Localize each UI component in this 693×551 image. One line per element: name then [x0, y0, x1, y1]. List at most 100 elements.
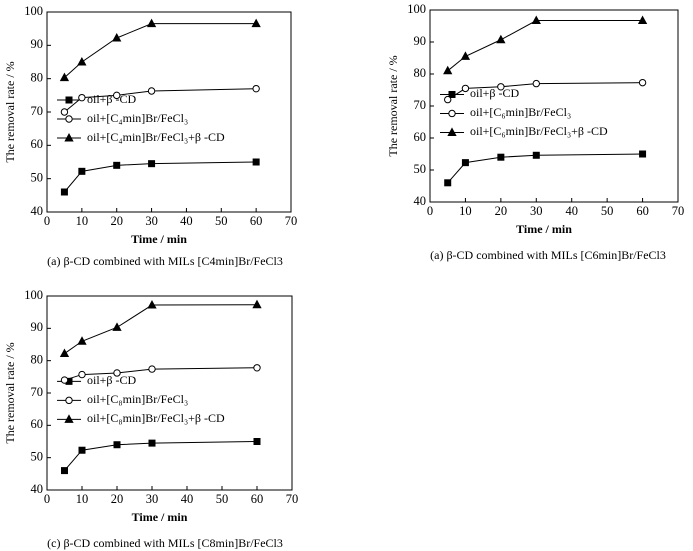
x-tick-label: 40	[565, 204, 578, 218]
legend-label: oil+β -CD	[470, 86, 520, 100]
marker-circle	[497, 83, 505, 91]
marker-square	[78, 446, 86, 454]
y-tick-label: 60	[31, 417, 44, 431]
marker-square	[461, 159, 469, 167]
x-tick-label: 10	[459, 204, 472, 218]
marker-triangle	[460, 51, 471, 60]
y-tick-label: 50	[414, 162, 427, 176]
x-tick-label: 50	[215, 214, 228, 228]
legend-label: oil+[C₈min]Br/FeCl₃	[87, 392, 188, 406]
x-axis-title: Time / min	[516, 222, 572, 236]
marker-circle	[78, 93, 86, 102]
y-tick-label: 70	[414, 98, 427, 112]
marker-circle	[252, 84, 260, 93]
y-axis-title: The removal rate / %	[386, 55, 400, 156]
legend-marker	[65, 115, 73, 123]
legend-label: oil+[C₄min]Br/FeCl₃	[87, 111, 188, 125]
marker-circle	[444, 95, 452, 104]
marker-triangle	[637, 15, 648, 25]
marker-triangle	[112, 32, 122, 42]
marker-triangle	[251, 18, 261, 28]
legend-marker	[65, 396, 73, 405]
x-tick-label: 0	[44, 492, 50, 506]
marker-triangle	[443, 65, 453, 75]
legend-label: oil+[C₆min]Br/FeCl₃	[470, 105, 571, 119]
x-tick-label: 30	[530, 204, 543, 218]
legend-marker	[64, 414, 74, 423]
x-tick-label: 40	[180, 214, 193, 228]
legend-marker	[65, 96, 73, 104]
marker-circle	[60, 108, 69, 116]
x-tick-label: 70	[286, 492, 299, 506]
legend-label: oil+[C₆min]Br/FeCl₃+β -CD	[470, 124, 608, 138]
marker-triangle	[77, 336, 87, 345]
y-tick-label: 80	[31, 353, 44, 367]
series-line	[64, 23, 257, 79]
y-tick-label: 60	[414, 130, 427, 144]
y-tick-label: 70	[31, 104, 44, 118]
x-tick-label: 20	[495, 204, 508, 218]
x-tick-label: 30	[146, 492, 159, 506]
marker-circle	[113, 91, 121, 100]
x-tick-label: 20	[110, 214, 123, 228]
marker-circle	[532, 79, 540, 88]
y-tick-label: 80	[414, 66, 427, 80]
legend-marker	[64, 132, 74, 142]
x-tick-label: 20	[111, 492, 124, 506]
y-tick-label: 40	[414, 194, 427, 208]
y-tick-label: 100	[24, 288, 43, 302]
marker-square	[78, 167, 86, 175]
y-tick-label: 40	[31, 204, 44, 218]
caption: (c) β-CD combined with MILs [C8min]Br/Fe…	[47, 536, 283, 550]
x-tick-label: 10	[76, 492, 89, 506]
y-tick-label: 70	[31, 385, 44, 399]
legend-marker	[448, 109, 456, 118]
y-axis-title: The removal rate / %	[3, 61, 17, 162]
legend-label: oil+[C₄min]Br/FeCl₃+β -CD	[87, 130, 225, 144]
x-axis-title: Time / min	[131, 232, 187, 246]
series-line	[64, 161, 257, 193]
marker-triangle	[496, 34, 506, 44]
x-tick-label: 30	[145, 214, 158, 228]
caption: (a) β-CD combined with MILs [C4min]Br/Fe…	[47, 254, 283, 268]
x-tick-label: 70	[285, 214, 298, 228]
x-tick-label: 60	[251, 492, 264, 506]
legend-label: oil+[C₈min]Br/FeCl₃+β -CD	[87, 411, 225, 425]
y-tick-label: 100	[407, 2, 426, 16]
marker-square	[252, 158, 260, 166]
x-tick-label: 60	[250, 214, 263, 228]
legend-label: oil+β -CD	[87, 92, 137, 106]
marker-square	[60, 188, 68, 196]
marker-square	[444, 179, 452, 187]
y-tick-label: 50	[31, 450, 44, 464]
marker-square	[497, 153, 505, 161]
marker-circle	[113, 369, 121, 377]
marker-circle	[147, 87, 156, 95]
series-line	[64, 441, 258, 471]
marker-triangle	[77, 56, 87, 66]
y-axis-title: The removal rate / %	[3, 342, 17, 443]
marker-circle	[461, 84, 470, 93]
marker-triangle	[252, 299, 262, 309]
x-tick-label: 60	[636, 204, 649, 218]
marker-square	[61, 467, 68, 475]
marker-square	[148, 439, 156, 447]
marker-square	[148, 160, 156, 168]
y-tick-label: 80	[31, 71, 44, 85]
marker-triangle	[146, 18, 157, 28]
x-tick-label: 10	[76, 214, 89, 228]
x-tick-label: 70	[672, 204, 685, 218]
caption: (a) β-CD combined with MILs [C6min]Br/Fe…	[430, 248, 666, 262]
marker-square	[532, 151, 540, 159]
x-tick-label: 40	[181, 492, 194, 506]
y-tick-label: 100	[24, 4, 43, 18]
marker-square	[113, 441, 121, 449]
x-tick-label: 50	[216, 492, 229, 506]
marker-square	[113, 161, 121, 169]
marker-square	[253, 438, 261, 445]
series-line	[447, 153, 643, 184]
y-tick-label: 90	[414, 34, 427, 48]
y-tick-label: 50	[31, 171, 44, 185]
series-line	[64, 304, 258, 354]
x-tick-label: 0	[44, 214, 50, 228]
